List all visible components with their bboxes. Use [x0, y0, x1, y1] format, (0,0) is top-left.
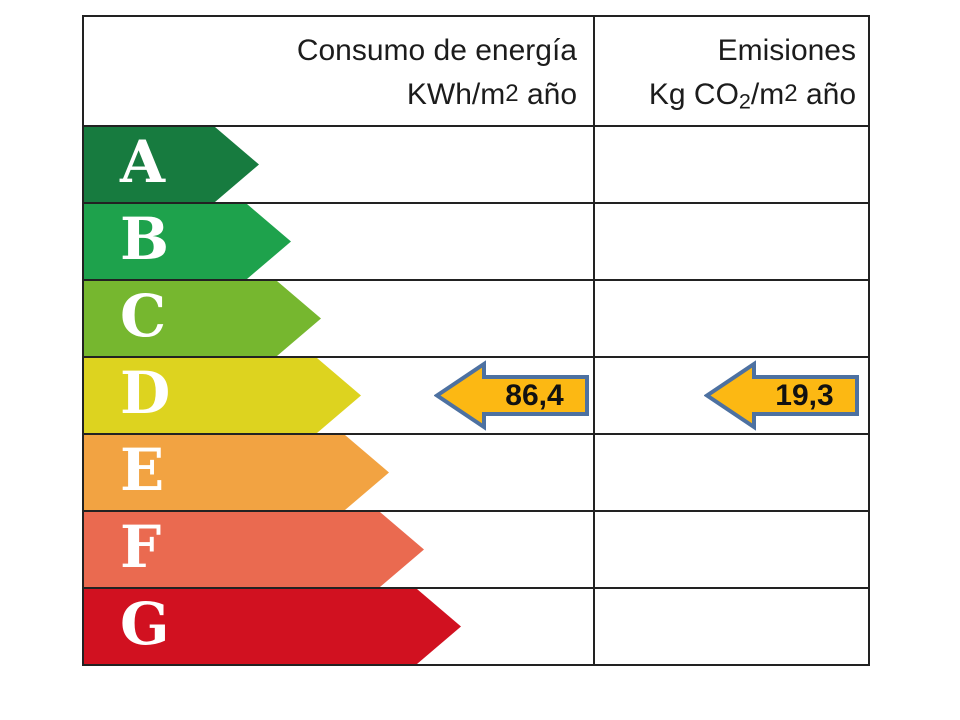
emisiones-value: 19,3 — [775, 378, 834, 412]
table-header: Consumo de energía KWh/m2 año Emisiones … — [84, 17, 868, 125]
band-arrow-c-icon: C — [84, 281, 321, 356]
left-arrow-icon — [704, 360, 859, 431]
band-row-e: E — [84, 433, 868, 510]
header-consumo-line2: KWh/m2 año — [406, 77, 577, 111]
band-row-f: F — [84, 510, 868, 587]
band-letter-g: G — [120, 589, 170, 658]
band-row-g: G — [84, 587, 868, 664]
band-letter-c: C — [120, 281, 167, 350]
header-emisiones: Emisiones Kg CO2/m2 año — [593, 17, 868, 125]
emisiones-indicator-arrow: 19,3 — [704, 360, 861, 431]
band-letter-f: F — [120, 512, 162, 581]
rating-table: Consumo de energía KWh/m2 año Emisiones … — [82, 15, 870, 666]
header-consumo: Consumo de energía KWh/m2 año — [84, 17, 593, 125]
header-emisiones-line2: Kg CO2/m2 año — [648, 77, 856, 114]
header-consumo-line1: Consumo de energía — [296, 34, 577, 67]
consumo-value: 86,4 — [505, 378, 564, 412]
band-arrow-a-icon: A — [84, 127, 259, 202]
column-divider — [593, 17, 595, 664]
header-emisiones-line1: Emisiones — [717, 34, 856, 67]
consumo-indicator-arrow: 86,4 — [434, 360, 591, 431]
band-letter-b: B — [120, 204, 170, 273]
band-arrow-b-icon: B — [84, 204, 291, 279]
left-arrow-icon — [434, 360, 589, 431]
band-row-d: D 86,4 19,3 — [84, 356, 868, 433]
band-row-b: B — [84, 202, 868, 279]
band-letter-a: A — [120, 127, 166, 196]
band-row-a: A — [84, 125, 868, 202]
band-arrow-f-icon: F — [84, 512, 424, 587]
band-arrow-g-icon: G — [84, 589, 461, 664]
band-arrow-e-icon: E — [84, 435, 389, 510]
band-row-c: C — [84, 279, 868, 356]
band-arrow-d-icon: D — [84, 358, 361, 433]
band-letter-e: E — [120, 435, 165, 504]
band-letter-d: D — [120, 358, 171, 427]
